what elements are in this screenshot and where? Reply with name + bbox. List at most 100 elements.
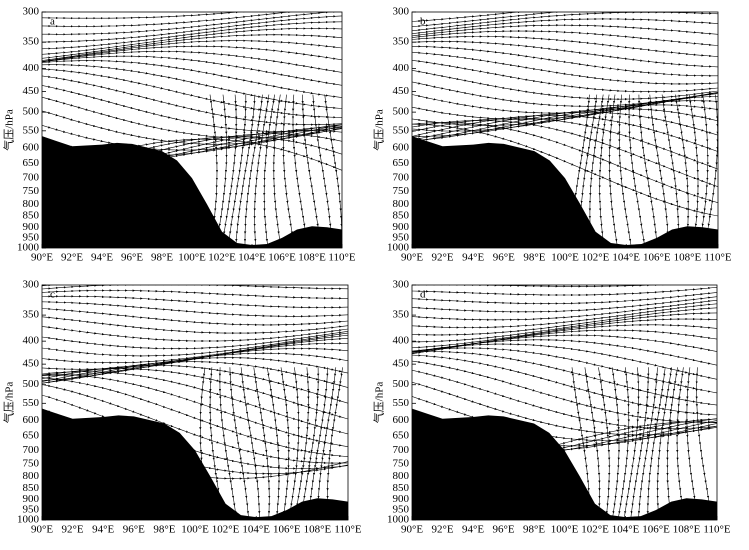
panel-label: d: [420, 289, 426, 301]
streamline: [412, 93, 718, 127]
y-tick-label: 950: [23, 231, 40, 243]
streamline: [228, 367, 250, 520]
terrain: [42, 136, 342, 248]
streamline: [42, 289, 348, 300]
streamline: [282, 94, 295, 248]
streamline: [412, 307, 717, 337]
streamline: [42, 326, 348, 343]
streamline: [42, 15, 342, 44]
y-tick-label: 650: [23, 429, 40, 441]
streamline: [42, 300, 348, 318]
streamline: [263, 94, 275, 248]
streamline: [42, 360, 348, 388]
streamline: [42, 351, 348, 384]
y-tick-label: 900: [393, 221, 410, 233]
streamline: [412, 354, 717, 416]
streamline: [656, 367, 672, 520]
x-tick-label: 100°E: [551, 252, 579, 264]
x-tick-label: 108°E: [298, 252, 326, 264]
y-tick-label: 900: [393, 493, 410, 505]
y-tick-label: 550: [393, 397, 410, 409]
streamline: [42, 316, 348, 335]
streamline: [42, 50, 342, 73]
x-tick-label: 110°E: [703, 524, 730, 536]
x-tick-label: 90°E: [401, 524, 423, 536]
y-tick-label: 400: [393, 62, 410, 74]
panel: 3003504004505005506006507007508008509009…: [2, 6, 356, 264]
panel: 3003504004505005506006507007508008509009…: [2, 279, 362, 536]
streamline: [608, 94, 618, 248]
y-tick-label: 400: [23, 335, 40, 347]
y-tick-label: 450: [393, 85, 410, 97]
y-tick-label: 750: [393, 185, 410, 197]
streamline: [42, 75, 342, 126]
x-tick-label: 94°E: [462, 252, 484, 264]
streamline: [291, 94, 309, 248]
streamline: [675, 94, 690, 248]
streamline: [240, 367, 261, 520]
x-tick-label: 100°E: [181, 524, 209, 536]
y-tick-label: 350: [393, 309, 410, 321]
y-tick-label: 300: [393, 279, 410, 291]
y-tick-label: 750: [23, 457, 40, 469]
y-axis-label: 气压/hPa: [372, 382, 386, 424]
streamline: [42, 63, 342, 109]
x-tick-label: 96°E: [493, 252, 515, 264]
y-tick-label: 550: [23, 124, 40, 136]
x-tick-label: 92°E: [62, 524, 84, 536]
streamline: [412, 17, 718, 35]
y-tick-label: 950: [23, 504, 40, 516]
y-tick-label: 950: [393, 504, 410, 516]
x-tick-label: 110°E: [334, 524, 361, 536]
streamline: [412, 29, 718, 46]
plot-area: [42, 285, 348, 520]
y-tick-label: 350: [23, 309, 40, 321]
streamline: [326, 367, 343, 520]
streamline: [412, 342, 717, 380]
x-tick-label: 104°E: [612, 524, 640, 536]
y-tick-label: 1000: [17, 514, 40, 526]
terrain: [412, 136, 718, 248]
plot-area: [412, 285, 717, 520]
x-tick-label: 92°E: [61, 252, 83, 264]
y-tick-label: 850: [393, 210, 410, 222]
x-tick-label: 106°E: [643, 252, 671, 264]
y-tick-label: 700: [393, 444, 410, 456]
panel: 3003504004505005506006507007508008509009…: [372, 279, 731, 536]
x-tick-label: 104°E: [238, 252, 266, 264]
x-tick-label: 102°E: [208, 252, 236, 264]
streamline: [42, 27, 342, 56]
streamline: [253, 94, 270, 248]
x-tick-label: 98°E: [523, 252, 545, 264]
x-tick-label: 94°E: [92, 524, 114, 536]
y-tick-label: 750: [23, 185, 40, 197]
streamline: [646, 367, 666, 520]
y-tick-label: 800: [393, 198, 410, 210]
streamline: [623, 367, 640, 520]
streamline: [688, 94, 700, 248]
panel-label: a: [50, 16, 55, 28]
panel-label: b: [420, 16, 426, 28]
panel-label: c: [50, 289, 55, 301]
x-tick-label: 110°E: [328, 252, 355, 264]
x-tick-label: 102°E: [212, 524, 240, 536]
x-tick-label: 102°E: [581, 524, 609, 536]
streamline: [42, 12, 336, 20]
y-tick-label: 550: [23, 397, 40, 409]
streamline: [412, 333, 717, 355]
y-tick-label: 350: [23, 36, 40, 48]
y-tick-label: 350: [393, 36, 410, 48]
streamline: [42, 12, 336, 36]
streamline: [243, 94, 263, 248]
y-axis-label: 气压/hPa: [2, 382, 16, 424]
plot-area: [412, 12, 718, 248]
y-tick-label: 900: [23, 493, 40, 505]
y-tick-label: 800: [23, 198, 40, 210]
streamline: [42, 285, 348, 290]
streamline: [412, 107, 718, 142]
streamline: [266, 367, 281, 520]
y-tick-label: 900: [23, 221, 40, 233]
streamline: [42, 307, 348, 327]
streamline: [666, 367, 678, 520]
